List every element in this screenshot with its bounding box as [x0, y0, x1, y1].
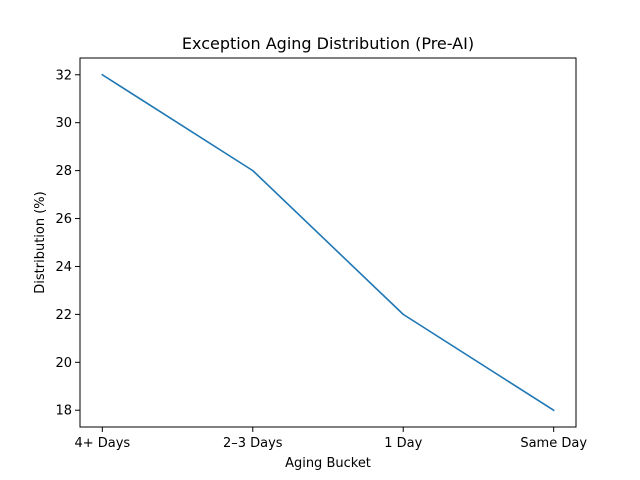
y-tick-label: 28: [55, 164, 72, 179]
chart-title: Exception Aging Distribution (Pre-AI): [182, 34, 474, 53]
y-tick-label: 26: [55, 212, 72, 227]
y-axis-label: Distribution (%): [33, 191, 48, 293]
x-tick-label: 4+ Days: [74, 436, 130, 451]
y-tick-label: 32: [55, 68, 72, 83]
plot-frame: [79, 57, 577, 428]
y-tick-label: 20: [55, 356, 72, 371]
y-tick-label: 24: [55, 260, 72, 275]
series-line: [101, 73, 555, 412]
y-tick-label: 22: [55, 308, 72, 323]
x-tick-label: Same Day: [520, 436, 587, 451]
x-tick-label: 1 Day: [384, 436, 422, 451]
plot-area: 18 20 22 24 26 28 30 32 4+ Days 2–3 Days 1 Day Same…: [55, 68, 587, 451]
y-tick-label: 30: [55, 116, 72, 131]
y-tick-label: 18: [55, 404, 72, 419]
x-tick-label: 2–3 Days: [223, 436, 283, 451]
x-axis-label: Aging Bucket: [285, 456, 371, 471]
